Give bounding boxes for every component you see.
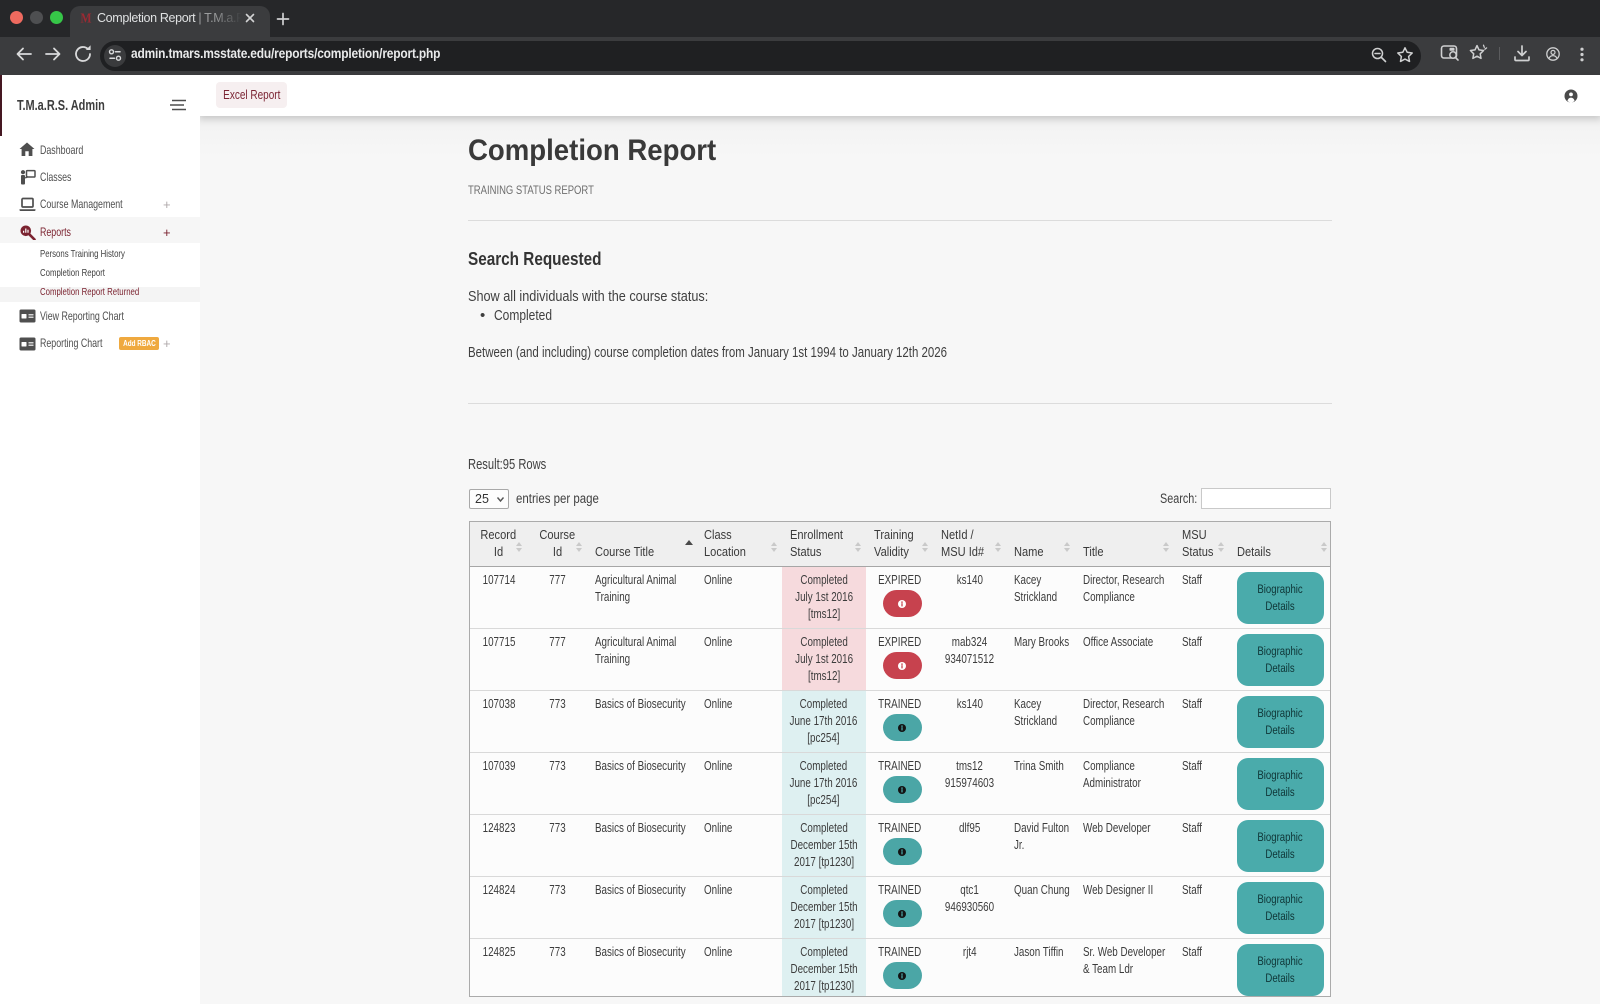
svg-text:M: M [81,12,92,27]
